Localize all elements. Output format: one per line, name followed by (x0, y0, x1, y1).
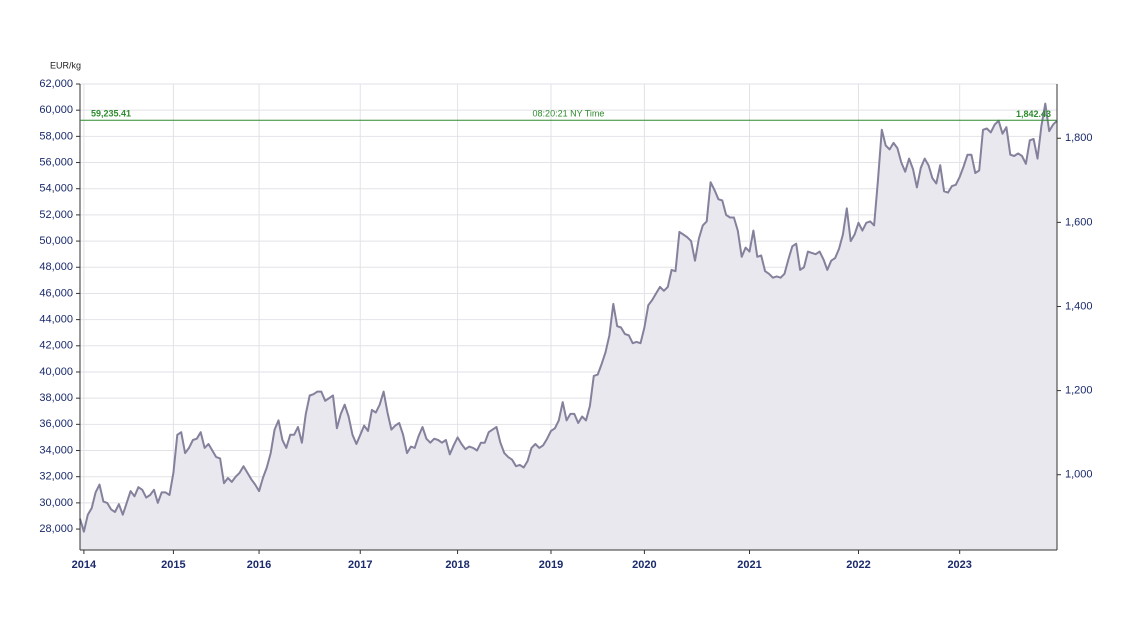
y-tick-label: 58,000 (39, 130, 73, 142)
line (79, 102, 1058, 533)
y2-tick-label: 1,200 (1065, 385, 1093, 397)
y-tick-label: 52,000 (39, 209, 73, 221)
reference-label-y2: 1,842.43 (1016, 109, 1051, 119)
y-tick-label: 28,000 (39, 523, 73, 535)
y-tick-label: 62,000 (39, 78, 73, 90)
y-tick-label: 54,000 (39, 183, 73, 195)
y-axis-label: EUR/kg (50, 60, 81, 70)
y-tick-label: 50,000 (39, 235, 73, 247)
area (80, 103, 1057, 550)
y2-tick-label: 1,800 (1065, 132, 1093, 144)
y-tick-label: 40,000 (39, 366, 73, 378)
y-tick-label: 56,000 (39, 156, 73, 168)
y-tick-label: 46,000 (39, 287, 73, 299)
x-tick-label: 2021 (737, 559, 761, 571)
y-tick-label: 32,000 (39, 471, 73, 483)
x-tick-label: 2023 (947, 559, 971, 571)
x-tick-label: 2022 (846, 559, 870, 571)
x-tick-label: 2015 (161, 559, 185, 571)
y2-tick-label: 1,000 (1065, 469, 1093, 481)
y2-tick-label: 1,600 (1065, 216, 1093, 228)
y-tick-label: 42,000 (39, 340, 73, 352)
annotation: 08:20:21 NY Time (533, 109, 605, 119)
y-tick-label: 38,000 (39, 392, 73, 404)
y-tick-label: 34,000 (39, 444, 73, 456)
y-tick-label: 60,000 (39, 104, 73, 116)
y-tick-label: 44,000 (39, 314, 73, 326)
x-tick-label: 2020 (632, 559, 656, 571)
y-tick-label: 30,000 (39, 497, 73, 509)
x-tick-label: 2018 (445, 559, 469, 571)
x-tick-label: 2014 (72, 559, 97, 571)
y-tick-label: 48,000 (39, 261, 73, 273)
x-tick-label: 2019 (539, 559, 563, 571)
x-tick-label: 2016 (247, 559, 271, 571)
reference-label: 59,235.41 (91, 109, 131, 119)
y2-tick-label: 1,400 (1065, 300, 1093, 312)
x-tick-label: 2017 (348, 559, 372, 571)
y-tick-label: 36,000 (39, 418, 73, 430)
